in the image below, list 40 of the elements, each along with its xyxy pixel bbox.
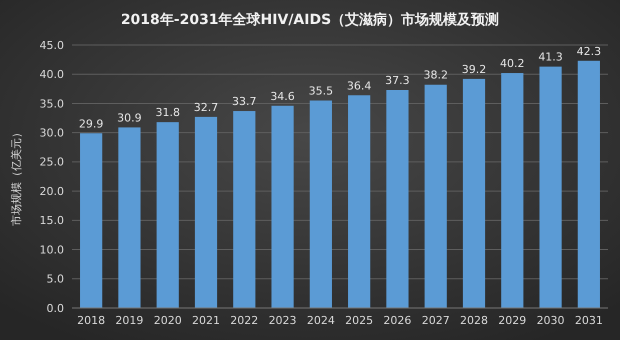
x-tick-label: 2018 bbox=[77, 314, 106, 327]
y-tick-label: 25.0 bbox=[40, 156, 64, 169]
data-label: 33.7 bbox=[232, 95, 257, 108]
y-tick-label: 15.0 bbox=[40, 214, 64, 228]
x-tick-label: 2019 bbox=[115, 314, 144, 327]
x-tick-label: 2026 bbox=[383, 314, 412, 327]
x-tick-label: 2024 bbox=[306, 314, 335, 327]
chart-title: 2018年-2031年全球HIV/AIDS（艾滋病）市场规模及预测 bbox=[120, 11, 500, 28]
x-tick-label: 2028 bbox=[460, 314, 488, 327]
y-tick-label: 45.0 bbox=[40, 38, 64, 52]
data-label: 36.4 bbox=[346, 79, 372, 92]
data-label: 32.7 bbox=[194, 100, 218, 114]
x-tick-label: 2029 bbox=[498, 314, 526, 327]
data-label: 42.3 bbox=[576, 44, 602, 58]
data-label: 37.3 bbox=[385, 74, 410, 87]
x-tick-label: 2027 bbox=[422, 314, 450, 327]
data-label: 30.9 bbox=[117, 111, 142, 124]
x-tick-label: 2023 bbox=[268, 314, 297, 327]
y-tick-label: 20.0 bbox=[40, 184, 64, 198]
y-tick-label: 35.0 bbox=[40, 97, 64, 110]
data-label: 31.8 bbox=[155, 106, 180, 120]
data-label: 39.2 bbox=[462, 62, 486, 76]
x-tick-label: 2022 bbox=[230, 314, 258, 327]
y-tick-label: 10.0 bbox=[40, 243, 64, 256]
data-label: 41.3 bbox=[538, 50, 563, 64]
x-tick-label: 2030 bbox=[536, 314, 565, 327]
x-tick-label: 2021 bbox=[192, 314, 220, 327]
x-tick-label: 2031 bbox=[574, 314, 603, 327]
data-label: 29.9 bbox=[78, 117, 104, 130]
y-tick-label: 30.0 bbox=[40, 126, 64, 140]
y-tick-label: 0.0 bbox=[46, 302, 64, 315]
y-tick-label: 40.0 bbox=[40, 68, 64, 82]
data-label: 34.6 bbox=[270, 90, 295, 103]
y-axis-title: 市场规模（亿美元） bbox=[10, 127, 23, 226]
data-label: 38.2 bbox=[423, 68, 448, 82]
x-tick-label: 2025 bbox=[345, 314, 374, 327]
y-tick-label: 5.0 bbox=[46, 272, 64, 286]
data-label: 40.2 bbox=[500, 57, 525, 70]
data-label: 35.5 bbox=[308, 84, 334, 98]
x-tick-label: 2020 bbox=[154, 314, 182, 327]
